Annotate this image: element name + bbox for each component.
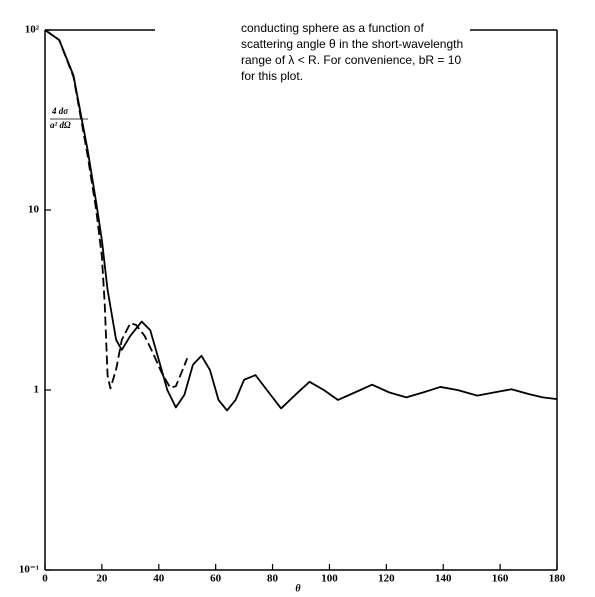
frame [44,29,558,571]
series-line [44,29,189,390]
annotation: scattering angle θ in the short-waveleng… [241,37,463,51]
y-axis-label: a² dΩ [50,120,71,130]
x-tick-label: 40 [153,573,165,585]
annotation: for this plot. [241,69,303,83]
y-axis-label: 4 dσ [51,106,69,116]
x-axis-label: θ [295,583,301,594]
y-tick-label: 10⁻¹ [19,564,39,576]
y-tick-label: 1 [34,384,40,396]
x-tick-label: 100 [321,573,338,585]
x-tick-label: 80 [267,573,279,585]
y-tick-label: 10² [25,24,40,36]
x-tick-label: 60 [210,573,222,585]
x-tick-label: 20 [96,573,108,585]
y-tick-label: 10 [28,204,40,216]
annotation: range of λ < R. For convenience, bR = 10 [241,53,461,67]
series-line [44,29,558,412]
x-tick-label: 140 [435,573,452,585]
x-tick-label: 0 [42,573,48,585]
x-tick-label: 180 [549,573,566,585]
annotation: conducting sphere as a function of [241,21,424,35]
x-tick-label: 120 [378,573,395,585]
x-tick-label: 160 [492,573,509,585]
